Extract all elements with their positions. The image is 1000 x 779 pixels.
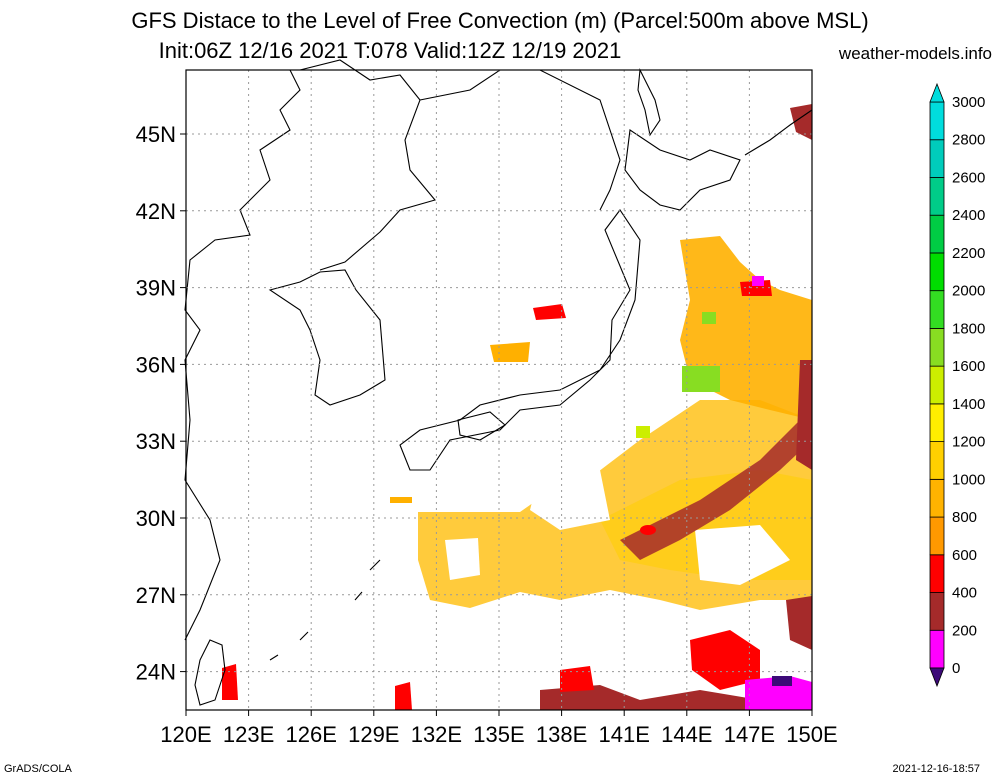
lat-tick-label: 27N	[136, 583, 176, 608]
colorbar-segment	[929, 327, 945, 367]
colorbar-label: 2600	[952, 169, 985, 186]
colorbar-label: 2000	[952, 283, 985, 300]
footer-software: GrADS/COLA	[4, 763, 72, 775]
field-purple-1	[772, 676, 792, 686]
colorbar-segment	[929, 441, 945, 480]
lat-tick-label: 42N	[136, 199, 176, 224]
colorbar-min-triangle	[929, 667, 945, 688]
coast-shikoku	[457, 411, 506, 441]
field-brown-south	[540, 685, 760, 710]
field-green-2	[702, 312, 716, 324]
colorbar-segment	[929, 139, 945, 178]
colorbar-segment	[929, 592, 945, 631]
field-brown-band	[620, 410, 812, 560]
field-red-spot	[640, 525, 656, 535]
map-grid	[186, 70, 812, 710]
coastlines	[184, 59, 813, 706]
coast-taiwan	[194, 639, 226, 706]
colorbar-label: 400	[952, 585, 977, 602]
field-red-south2	[395, 682, 412, 710]
colorbar-label: 200	[952, 622, 977, 639]
footer-timestamp: 2021-12-16-18:57	[892, 763, 980, 775]
lon-tick-label: 132E	[411, 722, 462, 747]
field-orange-sea	[490, 342, 530, 362]
lat-tick-label: 45N	[136, 122, 176, 147]
field-area-east	[680, 236, 812, 420]
colorbar-segment	[929, 101, 945, 141]
colorbar-label: 600	[952, 547, 977, 564]
colorbar-max-triangle	[929, 82, 945, 103]
lon-tick-label: 150E	[786, 722, 837, 747]
field-red-south3	[560, 666, 594, 692]
lon-tick-label: 138E	[536, 722, 587, 747]
coast-ryukyu	[269, 559, 381, 661]
lon-tick-labels: 120E 123E 126E 129E 132E 135E 138E 141E 144E 147E…	[160, 710, 838, 747]
lon-tick-label: 141E	[599, 722, 650, 747]
field-brown-east	[796, 360, 812, 470]
colorbar-label: 2200	[952, 245, 985, 262]
colorbar-label: 1800	[952, 320, 985, 337]
colorbar-label: 3000	[952, 94, 985, 111]
lat-tick-labels: 24N 27N 30N 33N 36N 39N 42N 45N	[136, 122, 186, 685]
colorbar-label: 1200	[952, 434, 985, 451]
colorbar-segment	[929, 214, 945, 254]
colorbar-label: 1000	[952, 471, 985, 488]
lat-tick-label: 30N	[136, 506, 176, 531]
coast-russia	[419, 69, 621, 211]
colorbar-label: 2400	[952, 207, 985, 224]
coast-korea	[268, 269, 386, 406]
coast-honshu	[399, 209, 641, 471]
lat-tick-label: 33N	[136, 429, 176, 454]
field-orange-korea	[390, 497, 412, 503]
field-hole-1	[445, 538, 480, 580]
lon-tick-label: 129E	[348, 722, 399, 747]
colorbar-segment	[929, 478, 945, 518]
colorbar-segment	[929, 403, 945, 443]
colorbar-label: 0	[952, 660, 960, 677]
field-hole-2	[530, 470, 610, 530]
field-magenta-south	[745, 676, 812, 710]
lon-tick-label: 123E	[223, 722, 274, 747]
field-brown-east2	[786, 596, 812, 650]
lon-tick-label: 135E	[473, 722, 524, 747]
field-brown-ne	[790, 104, 812, 140]
field-red-honshu	[533, 304, 566, 320]
field-green-1	[682, 366, 720, 392]
field-red-southeast	[690, 630, 760, 690]
field-green-3	[636, 426, 650, 438]
lon-tick-label: 147E	[724, 722, 775, 747]
colorbar-label: 1400	[952, 396, 985, 413]
colorbar-label: 800	[952, 509, 977, 526]
colorbar: 0 200 400 600 800 1000 1200 1400 1600 1800 2000 220…	[929, 82, 985, 688]
lon-tick-label: 120E	[160, 722, 211, 747]
site-credit: weather-models.info	[838, 44, 992, 63]
lat-tick-label: 36N	[136, 352, 176, 377]
colorbar-segment	[929, 290, 945, 329]
lat-tick-label: 39N	[136, 276, 176, 301]
chart-title: GFS Distace to the Level of Free Convect…	[131, 8, 869, 33]
lon-tick-label: 126E	[286, 722, 337, 747]
colorbar-segment	[929, 177, 945, 216]
chart-subtitle: Init:06Z 12/16 2021 T:078 Valid:12Z 12/1…	[158, 38, 622, 63]
field-magenta-ne	[752, 276, 764, 286]
colorbar-label: 2800	[952, 132, 985, 149]
field-red-island	[222, 664, 238, 700]
coast-sakhalin	[637, 68, 661, 137]
lfc-distance-field	[222, 104, 812, 710]
field-hole-3	[695, 525, 790, 585]
lat-tick-label: 24N	[136, 660, 176, 685]
coast-kuril	[744, 109, 813, 156]
colorbar-label: 1600	[952, 358, 985, 375]
colorbar-segment	[929, 516, 945, 556]
colorbar-segment	[929, 365, 945, 405]
colorbar-segment	[929, 252, 945, 292]
coast-hokkaido	[624, 129, 741, 211]
colorbar-segment	[929, 554, 945, 593]
coast-mainland	[184, 69, 301, 641]
colorbar-segment	[929, 629, 945, 669]
lon-tick-label: 144E	[661, 722, 712, 747]
coast-manchuria	[299, 59, 436, 271]
